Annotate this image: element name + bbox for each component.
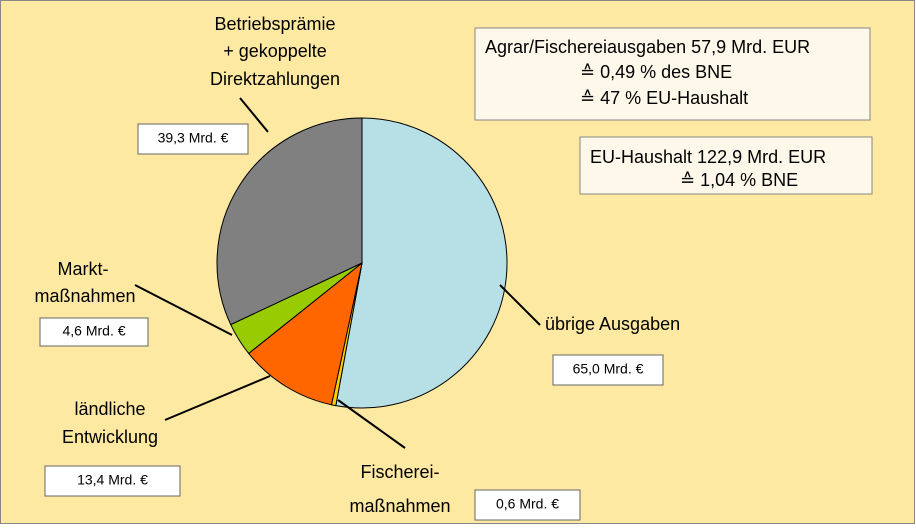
- value-label: 39,3 Mrd. €: [158, 130, 229, 146]
- value-label: 4,6 Mrd. €: [62, 323, 125, 339]
- info-text: ≙ 1,04 % BNE: [680, 170, 798, 190]
- value-box: [39, 317, 149, 347]
- leader-line: [337, 399, 406, 449]
- info-text: ≙ 47 % EU-Haushalt: [580, 88, 748, 108]
- slice-label: maßnahmen: [34, 286, 135, 306]
- slice-label: Markt-: [58, 259, 109, 279]
- slice-label: Betriebsprämie: [214, 14, 335, 34]
- value-box: [137, 123, 249, 155]
- value-label: 65,0 Mrd. €: [573, 361, 644, 377]
- slice-label: maßnahmen: [349, 496, 450, 516]
- value-box: [44, 465, 181, 497]
- info-box: [474, 27, 871, 121]
- slice-label: Direktzahlungen: [210, 69, 340, 89]
- pie-slice: [335, 117, 508, 409]
- pie-slice: [216, 117, 363, 326]
- leader-line: [239, 97, 269, 133]
- value-label: 13,4 Mrd. €: [77, 472, 148, 488]
- slice-label: Fischerei-: [360, 462, 439, 482]
- slice-label: ländliche: [74, 399, 145, 419]
- leader-line: [164, 375, 271, 421]
- info-box: [579, 136, 873, 195]
- slice-label: Entwicklung: [62, 427, 158, 447]
- value-label: 0,6 Mrd. €: [496, 496, 559, 512]
- slice-label: + gekoppelte: [223, 41, 327, 61]
- value-box: [552, 354, 664, 386]
- info-text: EU-Haushalt 122,9 Mrd. EUR: [590, 147, 826, 167]
- info-text: ≙ 0,49 % des BNE: [580, 62, 732, 82]
- value-box: [474, 489, 581, 521]
- leader-line: [499, 284, 541, 326]
- leader-line: [134, 284, 233, 336]
- slice-label: übrige Ausgaben: [545, 314, 680, 334]
- pie-slice: [247, 261, 363, 406]
- info-text: Agrar/Fischereiausgaben 57,9 Mrd. EUR: [485, 37, 810, 57]
